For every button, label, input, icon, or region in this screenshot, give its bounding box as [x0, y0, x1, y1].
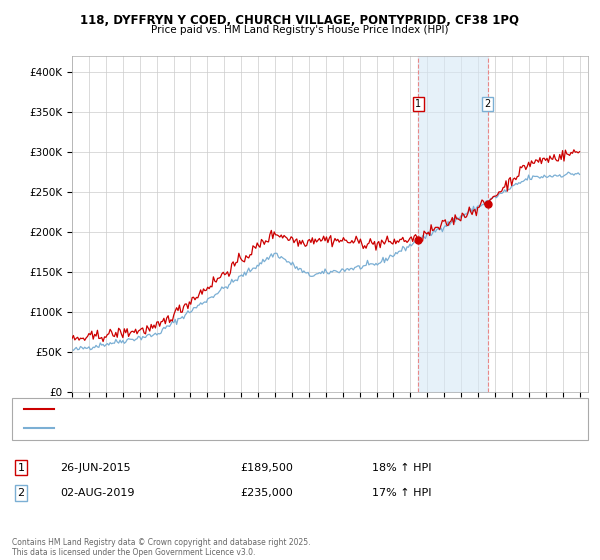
Text: 1: 1: [17, 463, 25, 473]
Text: 18% ↑ HPI: 18% ↑ HPI: [372, 463, 431, 473]
Text: 118, DYFFRYN Y COED, CHURCH VILLAGE, PONTYPRIDD, CF38 1PQ (detached house): 118, DYFFRYN Y COED, CHURCH VILLAGE, PON…: [60, 405, 439, 414]
Text: HPI: Average price, detached house, Rhondda Cynon Taf: HPI: Average price, detached house, Rhon…: [60, 423, 314, 432]
Text: 02-AUG-2019: 02-AUG-2019: [60, 488, 134, 498]
Text: 17% ↑ HPI: 17% ↑ HPI: [372, 488, 431, 498]
Text: £189,500: £189,500: [240, 463, 293, 473]
Text: Price paid vs. HM Land Registry's House Price Index (HPI): Price paid vs. HM Land Registry's House …: [151, 25, 449, 35]
Text: 2: 2: [17, 488, 25, 498]
Text: 2: 2: [485, 99, 491, 109]
Text: £235,000: £235,000: [240, 488, 293, 498]
Text: 26-JUN-2015: 26-JUN-2015: [60, 463, 131, 473]
Text: Contains HM Land Registry data © Crown copyright and database right 2025.
This d: Contains HM Land Registry data © Crown c…: [12, 538, 311, 557]
Text: 118, DYFFRYN Y COED, CHURCH VILLAGE, PONTYPRIDD, CF38 1PQ: 118, DYFFRYN Y COED, CHURCH VILLAGE, PON…: [80, 14, 520, 27]
Text: 1: 1: [415, 99, 421, 109]
